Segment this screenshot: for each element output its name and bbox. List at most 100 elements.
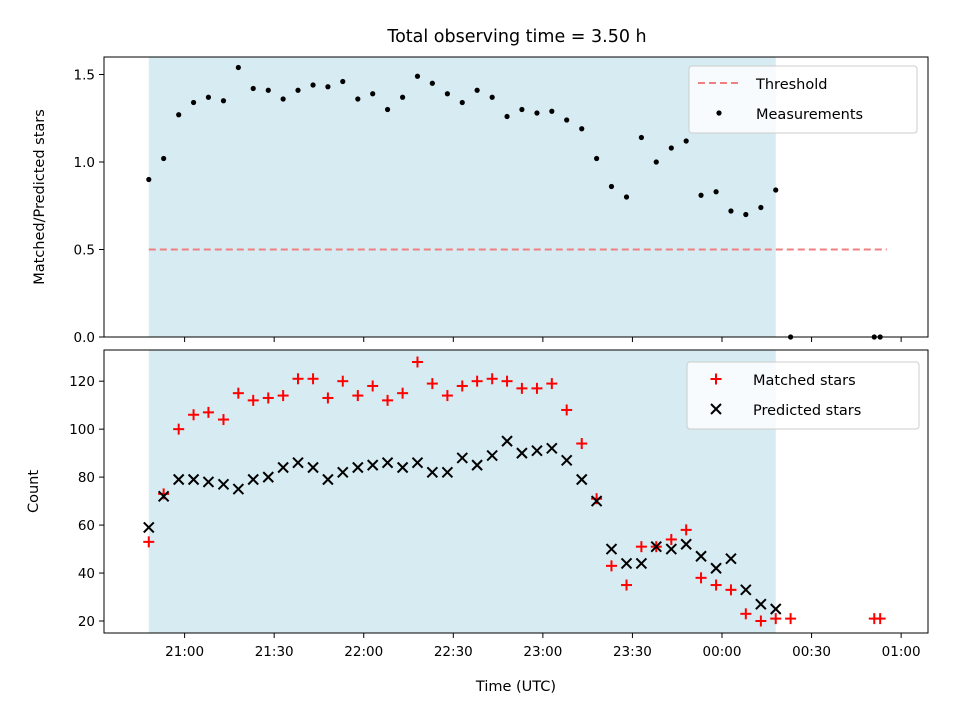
measurement-point [713,189,719,195]
top-y-tick-label: 1.5 [74,68,95,84]
measurement-point [474,87,480,93]
matched-star-point [501,375,513,387]
measurement-point [534,110,540,116]
bottom-y-axis-label: Count [26,470,42,513]
bottom-y-ticks: 20 40 60 80 100 120 [69,374,104,630]
predicted-star-point [590,495,603,507]
measurement-point [459,99,465,106]
predicted-star-point [426,466,439,479]
predicted-star-point [366,459,379,471]
predicted-star-point [531,445,543,457]
bottom-y-tick-label: 120 [69,374,95,390]
measurement-point [489,94,495,100]
x-stroke-b [486,449,498,462]
predicted-star-point [576,473,588,486]
matched-star-point [755,615,767,627]
matched-star-point [710,579,722,591]
matched-star-point [635,541,647,553]
predicted-star-point [471,459,483,471]
matched-star-point [277,390,289,402]
measurement-point [773,187,779,193]
x-stroke-b [292,457,304,469]
matched-star-point [621,579,633,591]
matched-star-point [486,373,498,385]
x-stroke-b [217,478,230,491]
legend-measurements-label: Measurements [756,107,863,123]
x-stroke-b [202,476,215,488]
x-stroke-b [605,543,618,555]
x-stroke-b [381,457,394,469]
matched-star-point [695,572,707,584]
x-stroke-b [516,447,528,459]
measurement-point [161,155,167,162]
counts-layer [143,356,886,627]
bottom-x-tick-label: 23:30 [613,644,652,660]
x-stroke-b [755,598,767,610]
measurement-point [205,94,212,100]
measurement-point [310,82,316,88]
measurement-point [295,87,301,93]
bottom-y-tick-label: 20 [78,614,95,630]
matched-star-point [173,423,185,435]
x-stroke-b [352,461,364,474]
matched-star-point [322,392,334,404]
measurement-point [519,106,525,113]
x-stroke-b [590,495,603,507]
x-stroke-b [411,457,424,469]
predicted-star-point [546,442,558,455]
top-y-tick-label: 1.0 [74,155,95,171]
measurement-point [370,91,376,97]
bottom-y-tick-label: 60 [78,518,95,534]
matched-star-point [217,414,229,426]
predicted-star-point [396,461,409,474]
bottom-x-tick-label: 00:30 [792,644,831,660]
legend-measurements-swatch [716,110,722,116]
measurement-point [698,192,704,198]
predicted-star-point [501,435,513,447]
matched-star-point [337,375,349,387]
matched-star-point [576,438,588,450]
bottom-x-tick-label: 22:00 [344,644,383,660]
bottom-y-tick-label: 100 [69,422,95,438]
matched-star-point [456,380,468,392]
x-stroke-b [620,557,633,570]
bottom-y-tick-label: 80 [78,470,95,486]
matched-star-point [397,387,409,399]
predicted-star-point [725,552,737,565]
measurement-point [653,159,659,165]
x-stroke-b [680,538,692,550]
predicted-star-point [755,598,767,610]
measurement-point [325,84,331,90]
legend-predicted-label: Predicted stars [753,403,861,419]
matched-star-point [307,373,319,385]
predicted-star-point [307,461,319,474]
predicted-star-point [560,454,573,467]
matched-star-point [665,533,677,545]
matched-star-point [471,375,483,387]
measurement-point [638,134,644,141]
predicted-star-point [187,473,200,486]
predicted-star-point [381,457,394,469]
measurement-point [265,87,271,93]
measurement-point [743,211,749,218]
bottom-panel: 20 40 60 80 100 120 21:00 21:30 22:00 22:30 23:00… [26,349,929,695]
predicted-star-point [441,466,454,479]
matched-star-point [262,392,274,404]
x-stroke-b [277,461,289,474]
x-stroke-b [635,557,648,570]
bottom-legend: Matched stars Predicted stars [686,361,920,430]
measurement-point [280,96,286,102]
bottom-x-tick-label: 22:30 [434,644,473,660]
predicted-star-point [352,461,364,474]
measurement-point [728,208,734,214]
matched-star-point [561,404,573,416]
matched-star-point [367,380,379,392]
x-stroke-b [471,459,483,471]
bottom-y-tick-label: 40 [78,566,95,582]
matched-star-point [441,390,453,402]
x-stroke-b [187,473,200,486]
bottom-x-ticks: 21:00 21:30 22:00 22:30 23:00 23:30 00:00 00:30… [165,633,921,660]
legend-predicted-marker [710,403,722,415]
predicted-star-point [740,584,752,596]
top-legend-box [688,65,918,134]
